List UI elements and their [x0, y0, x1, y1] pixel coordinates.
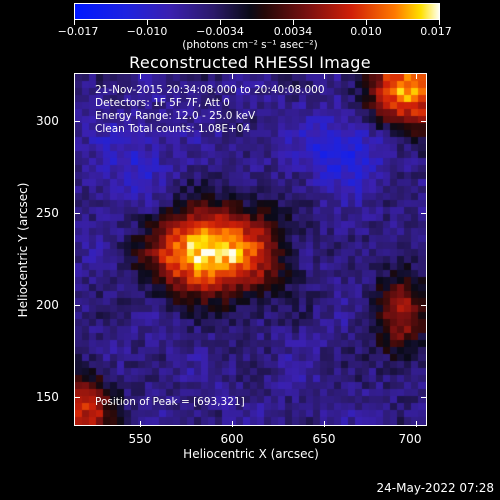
y-tick — [421, 121, 427, 122]
clean-counts-text: Clean Total counts: 1.08E+04 — [95, 123, 251, 135]
x-tick-label: 700 — [398, 432, 422, 446]
x-tick — [140, 73, 141, 79]
y-tick-label: 150 — [36, 390, 59, 404]
x-tick-label: 650 — [312, 432, 336, 446]
x-tick — [324, 73, 325, 79]
colorbar-units: (photons cm⁻² s⁻¹ asec⁻²) — [182, 39, 318, 51]
detectors-text: Detectors: 1F 5F 7F, Att 0 — [95, 97, 230, 109]
x-tick — [416, 73, 417, 79]
y-tick-label: 300 — [36, 114, 59, 128]
colorbar-tick — [293, 20, 294, 25]
y-tick — [74, 397, 80, 398]
x-tick — [416, 421, 417, 427]
render-timestamp: 24-May-2022 07:28 — [376, 481, 494, 495]
x-axis-title: Heliocentric X (arcsec) — [183, 447, 319, 461]
x-tick — [232, 73, 233, 79]
colorbar-gradient — [75, 4, 439, 19]
y-tick-label: 250 — [36, 206, 59, 220]
y-tick — [421, 213, 427, 214]
colorbar-tick-label: −0.0034 — [196, 25, 244, 38]
y-axis-title: Heliocentric Y (arcsec) — [16, 182, 30, 318]
colorbar-tick — [366, 20, 367, 25]
rhessi-image — [75, 74, 426, 425]
x-tick — [140, 421, 141, 427]
y-tick — [74, 213, 80, 214]
image-frame — [74, 73, 427, 426]
colorbar-tick — [439, 20, 440, 25]
x-tick-label: 550 — [128, 432, 152, 446]
colorbar-tick-label: −0.010 — [126, 25, 168, 38]
colorbar — [74, 3, 440, 20]
colorbar-tick — [74, 20, 75, 25]
energy-range-text: Energy Range: 12.0 - 25.0 keV — [95, 110, 256, 122]
colorbar-tick — [147, 20, 148, 25]
y-tick-label: 200 — [36, 298, 59, 312]
y-tick — [74, 305, 80, 306]
y-tick — [421, 397, 427, 398]
colorbar-tick-label: 0.0034 — [273, 25, 313, 38]
y-tick — [421, 305, 427, 306]
colorbar-tick-label: −0.017 — [57, 25, 99, 38]
plot-title: Reconstructed RHESSI Image — [129, 53, 371, 72]
x-tick — [232, 421, 233, 427]
colorbar-tick-label: 0.010 — [350, 25, 382, 38]
x-tick-label: 600 — [220, 432, 244, 446]
time-range-text: 21-Nov-2015 20:34:08.000 to 20:40:08.000 — [95, 84, 325, 96]
y-tick — [74, 121, 80, 122]
colorbar-tick — [220, 20, 221, 25]
colorbar-tick-label: 0.017 — [420, 25, 452, 38]
peak-position-text: Position of Peak = [693,321] — [95, 396, 245, 408]
x-tick — [324, 421, 325, 427]
